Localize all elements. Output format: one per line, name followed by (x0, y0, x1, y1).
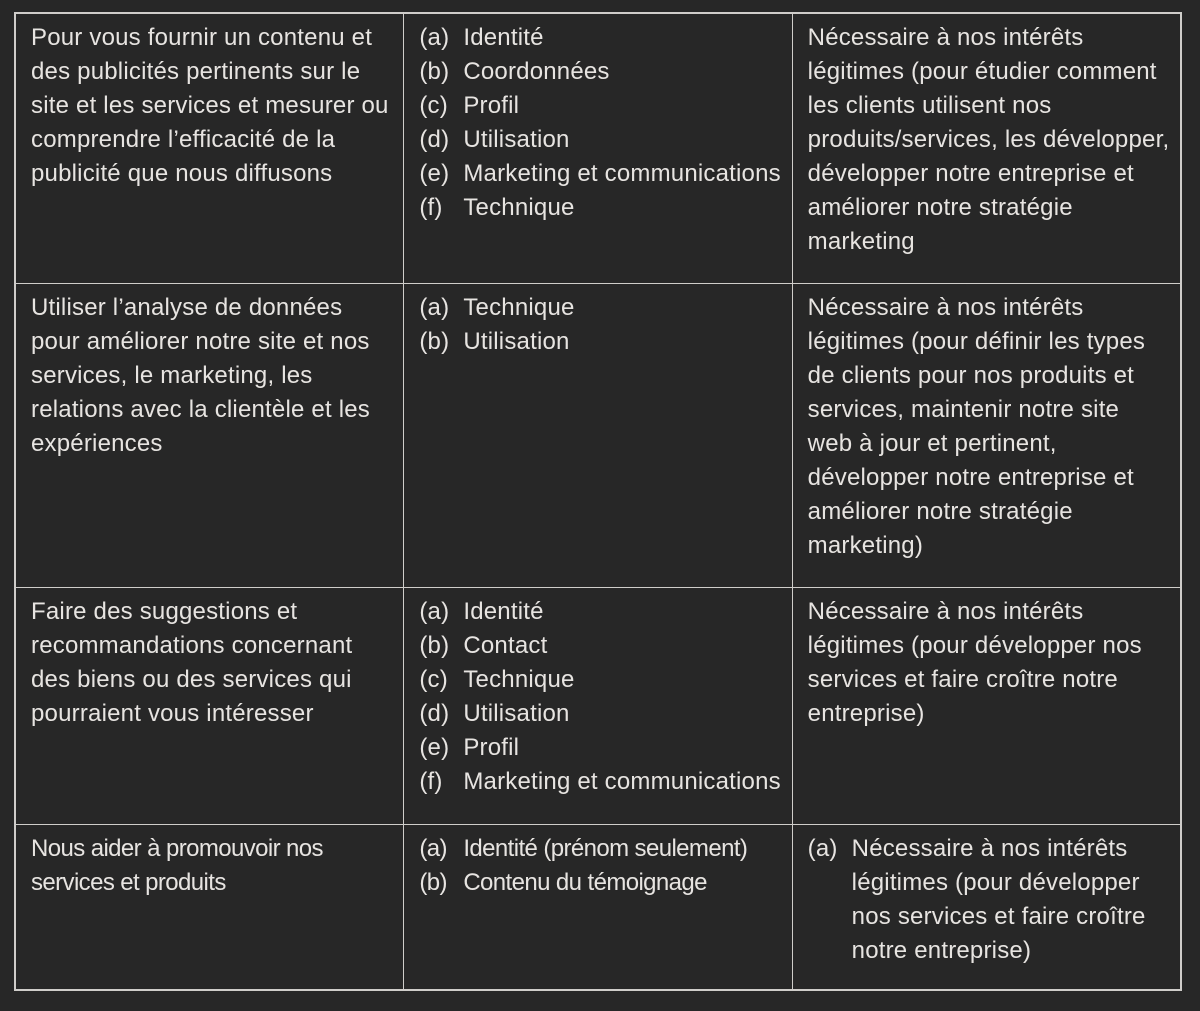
list-item: (a) Nécessaire à nos intérêts légitimes … (808, 832, 1170, 968)
list-item-label: Coordonnées (463, 58, 610, 85)
lawful-basis-cell: Nécessaire à nos intérêts légitimes (pou… (791, 284, 1180, 587)
list-marker: (c) (419, 666, 448, 693)
list-marker: (d) (419, 126, 450, 153)
table-row: Pour vous fournir un contenu et des publ… (16, 14, 1180, 283)
list-item: (e) Profil (419, 731, 781, 765)
list-item-label: Identité (463, 598, 544, 625)
list-item-label: Utilisation (463, 700, 570, 727)
data-types-cell: (a) Identité (b) Coordonnées (c) Profil … (403, 14, 791, 283)
purpose-cell: Faire des suggestions et recommandations… (16, 588, 403, 824)
list-item-label: Marketing et communications (463, 160, 781, 187)
list-item-label: Marketing et communications (463, 768, 781, 795)
table-row: Utiliser l’analyse de données pour améli… (16, 283, 1180, 587)
table-row: Nous aider à promouvoir nos services et … (16, 824, 1180, 989)
list-item: (c) Technique (419, 663, 781, 697)
table-row: Faire des suggestions et recommandations… (16, 587, 1180, 824)
purpose-cell: Pour vous fournir un contenu et des publ… (16, 14, 403, 283)
list-item-label: Identité (463, 24, 544, 51)
list-marker: (d) (419, 700, 450, 727)
purpose-text: Faire des suggestions et recommandations… (31, 598, 353, 727)
list-item: (b) Contact (419, 629, 781, 663)
list-marker: (f) (419, 194, 443, 221)
list-marker: (c) (419, 92, 448, 119)
lawful-basis-cell: (a) Nécessaire à nos intérêts légitimes … (791, 825, 1180, 989)
privacy-table: Pour vous fournir un contenu et des publ… (14, 12, 1182, 991)
list-item-label: Profil (463, 92, 520, 119)
list-item: (d) Utilisation (419, 697, 781, 731)
list-item: (c) Profil (419, 89, 781, 123)
purpose-text: Pour vous fournir un contenu et des publ… (31, 24, 389, 187)
list-item-label: Technique (463, 194, 575, 221)
list-item-label: Contact (463, 632, 548, 659)
lawful-basis-text: Nécessaire à nos intérêts légitimes (pou… (807, 24, 1170, 255)
list-item-label: Identité (prénom seulement) (463, 835, 748, 862)
list-item: (e) Marketing et communications (419, 157, 781, 191)
list-item: (d) Utilisation (419, 123, 781, 157)
purpose-text: Utiliser l’analyse de données pour améli… (31, 294, 370, 457)
purpose-text: Nous aider à promouvoir nos services et … (31, 835, 324, 896)
list-item-label: Contenu du témoignage (463, 869, 707, 896)
purpose-cell: Utiliser l’analyse de données pour améli… (16, 284, 403, 587)
list-item-label: Utilisation (463, 126, 570, 153)
list-marker: (a) (419, 294, 450, 321)
list-marker: (a) (419, 835, 447, 862)
lawful-basis-text: Nécessaire à nos intérêts légitimes (pou… (807, 598, 1142, 727)
lawful-basis-cell: Nécessaire à nos intérêts légitimes (pou… (791, 588, 1180, 824)
list-marker: (e) (419, 160, 450, 187)
list-marker: (b) (419, 328, 450, 355)
list-item: (a) Technique (419, 291, 781, 325)
list-marker: (e) (419, 734, 450, 761)
list-item-label: Technique (463, 294, 575, 321)
data-types-cell: (a) Technique (b) Utilisation (403, 284, 791, 587)
list-marker: (a) (807, 835, 838, 862)
list-item: (b) Contenu du témoignage (419, 866, 781, 900)
list-item: (a) Identité (419, 595, 781, 629)
list-marker: (b) (419, 632, 450, 659)
list-item: (b) Utilisation (419, 325, 781, 359)
lawful-basis-text: Nécessaire à nos intérêts légitimes (pou… (807, 294, 1146, 559)
list-marker: (f) (419, 768, 443, 795)
data-types-cell: (a) Identité (prénom seulement) (b) Cont… (403, 825, 791, 989)
list-item: (a) Identité (prénom seulement) (419, 832, 781, 866)
data-types-cell: (a) Identité (b) Contact (c) Technique (… (403, 588, 791, 824)
list-item-label: Profil (463, 734, 520, 761)
lawful-basis-cell: Nécessaire à nos intérêts légitimes (pou… (791, 14, 1180, 283)
list-item-label: Utilisation (463, 328, 570, 355)
purpose-cell: Nous aider à promouvoir nos services et … (16, 825, 403, 989)
list-item: (b) Coordonnées (419, 55, 781, 89)
list-marker: (b) (419, 869, 447, 896)
list-item: (f) Technique (419, 191, 781, 225)
list-item: (a) Identité (419, 21, 781, 55)
lawful-basis-text: Nécessaire à nos intérêts légitimes (pou… (851, 835, 1146, 964)
list-marker: (b) (419, 58, 450, 85)
list-item: (f) Marketing et communications (419, 765, 781, 799)
list-item-label: Technique (463, 666, 575, 693)
list-marker: (a) (419, 598, 450, 625)
list-marker: (a) (419, 24, 450, 51)
